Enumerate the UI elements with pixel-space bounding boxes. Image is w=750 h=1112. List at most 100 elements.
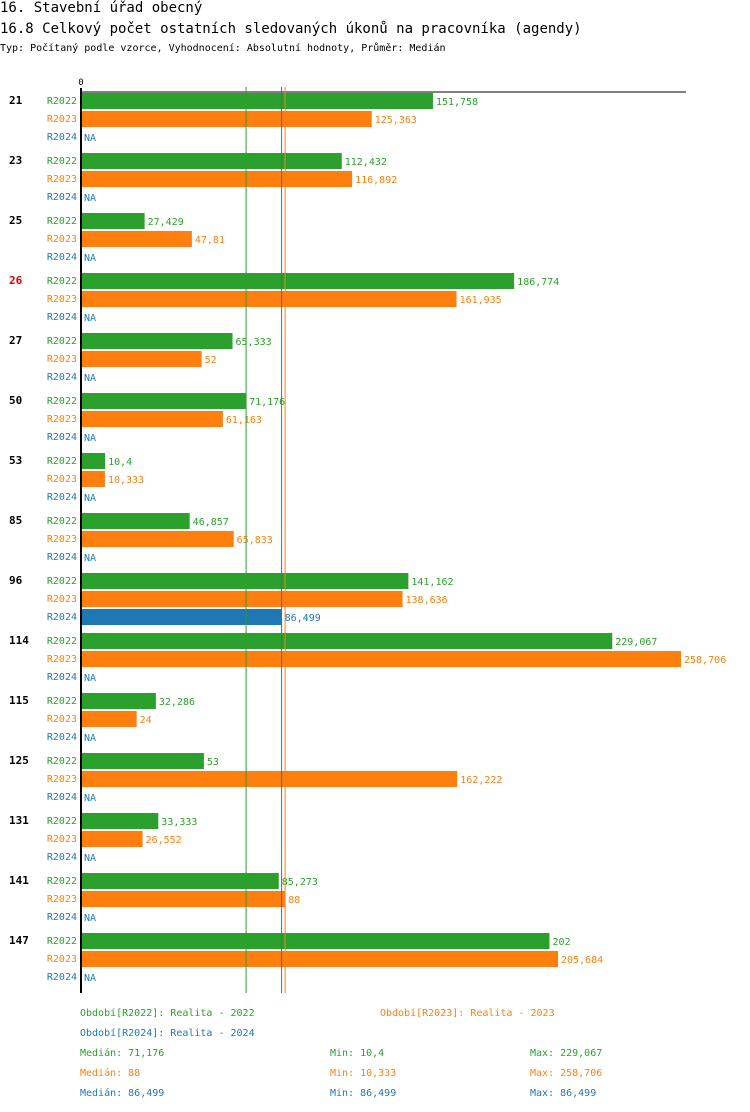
bar <box>81 891 286 907</box>
category-label: 21 <box>9 94 23 107</box>
data-label: 33,333 <box>161 817 197 828</box>
data-label: 205,684 <box>561 955 603 966</box>
bar <box>81 291 457 307</box>
series-label: R2023 <box>47 474 77 485</box>
series-label: R2023 <box>47 174 77 185</box>
category-label: 125 <box>9 754 29 767</box>
category-label: 115 <box>9 694 29 707</box>
data-label: 85,273 <box>282 877 318 888</box>
data-label-na: NA <box>84 973 96 984</box>
bar <box>81 111 372 127</box>
category-label: 23 <box>9 154 22 167</box>
bar <box>81 831 143 847</box>
data-label-na: NA <box>84 553 96 564</box>
bar <box>81 171 353 187</box>
stat-median-r2023: Medián: 88 <box>80 1068 141 1079</box>
data-label-na: NA <box>84 133 96 144</box>
bar <box>81 633 613 649</box>
bar <box>81 711 137 727</box>
series-label: R2023 <box>47 534 77 545</box>
category-label: 96 <box>9 574 23 587</box>
bar <box>81 573 409 589</box>
data-label: 61,163 <box>226 415 262 426</box>
series-label: R2023 <box>47 714 77 725</box>
series-label: R2022 <box>47 516 77 527</box>
series-label: R2022 <box>47 816 77 827</box>
data-label-na: NA <box>84 733 96 744</box>
data-label: 52 <box>205 355 217 366</box>
category-label: 53 <box>9 454 22 467</box>
data-label: 229,067 <box>615 637 657 648</box>
bar <box>81 273 515 289</box>
data-label: 27,429 <box>148 217 184 228</box>
series-label: R2024 <box>47 192 77 203</box>
bar-chart: 0 21 R2022 151,758 R2023 125,363 R2024 NA 23 R202… <box>9 78 726 993</box>
series-label: R2023 <box>47 294 77 305</box>
series-label: R2022 <box>47 216 77 227</box>
stat-min-r2022: Min: 10,4 <box>330 1048 385 1059</box>
series-label: R2024 <box>47 672 77 683</box>
series-label: R2022 <box>47 576 77 587</box>
series-label: R2023 <box>47 594 77 605</box>
data-label: 116,892 <box>355 175 397 186</box>
category-label: 141 <box>9 874 29 887</box>
data-label: 47,81 <box>195 235 225 246</box>
stat-max-r2023: Max: 258,706 <box>530 1068 603 1079</box>
series-label: R2024 <box>47 552 77 563</box>
legend-period-r2022: Období[R2022]: Realita - 2022 <box>80 1008 255 1019</box>
data-label-na: NA <box>84 193 96 204</box>
data-label: 26,552 <box>146 835 182 846</box>
series-label: R2022 <box>47 276 77 287</box>
category-label: 147 <box>9 934 29 947</box>
category-label: 114 <box>9 634 29 647</box>
data-label: 138,636 <box>406 595 448 606</box>
series-label: R2023 <box>47 834 77 845</box>
bar <box>81 531 234 547</box>
data-label: 112,432 <box>345 157 387 168</box>
series-label: R2022 <box>47 876 77 887</box>
bar <box>81 513 190 529</box>
data-label: 32,286 <box>159 697 195 708</box>
stat-max-r2022: Max: 229,067 <box>530 1048 603 1059</box>
bar <box>81 651 681 667</box>
data-label: 24 <box>140 715 152 726</box>
bar <box>81 411 223 427</box>
bar <box>81 771 458 787</box>
data-label: 86,499 <box>285 613 321 624</box>
data-label: 88 <box>288 895 300 906</box>
series-label: R2023 <box>47 654 77 665</box>
category-label: 26 <box>9 274 23 287</box>
bar <box>81 453 106 469</box>
legend-period-r2024: Období[R2024]: Realita - 2024 <box>80 1028 255 1039</box>
series-label: R2024 <box>47 432 77 443</box>
series-label: R2022 <box>47 936 77 947</box>
series-label: R2022 <box>47 156 77 167</box>
category-label: 50 <box>9 394 22 407</box>
bar <box>81 753 204 769</box>
bar <box>81 351 202 367</box>
series-label: R2022 <box>47 336 77 347</box>
series-label: R2022 <box>47 696 77 707</box>
series-label: R2023 <box>47 114 77 125</box>
series-label: R2024 <box>47 132 77 143</box>
category-label: 131 <box>9 814 29 827</box>
series-label: R2024 <box>47 972 77 983</box>
series-label: R2022 <box>47 756 77 767</box>
series-label: R2023 <box>47 414 77 425</box>
data-label: 71,176 <box>249 397 285 408</box>
stat-median-r2024: Medián: 86,499 <box>80 1088 165 1099</box>
series-label: R2024 <box>47 492 77 503</box>
data-label: 10,333 <box>108 475 144 486</box>
data-label: 65,833 <box>237 535 273 546</box>
data-label-na: NA <box>84 673 96 684</box>
page-title: 16. Stavební úřad obecný <box>0 0 203 16</box>
data-label: 161,935 <box>460 295 502 306</box>
data-label: 46,857 <box>193 517 229 528</box>
bar <box>81 951 559 967</box>
data-label-na: NA <box>84 793 96 804</box>
series-label: R2024 <box>47 912 77 923</box>
series-label: R2022 <box>47 96 77 107</box>
series-label: R2024 <box>47 312 77 323</box>
bar <box>81 933 550 949</box>
data-label: 258,706 <box>684 655 726 666</box>
